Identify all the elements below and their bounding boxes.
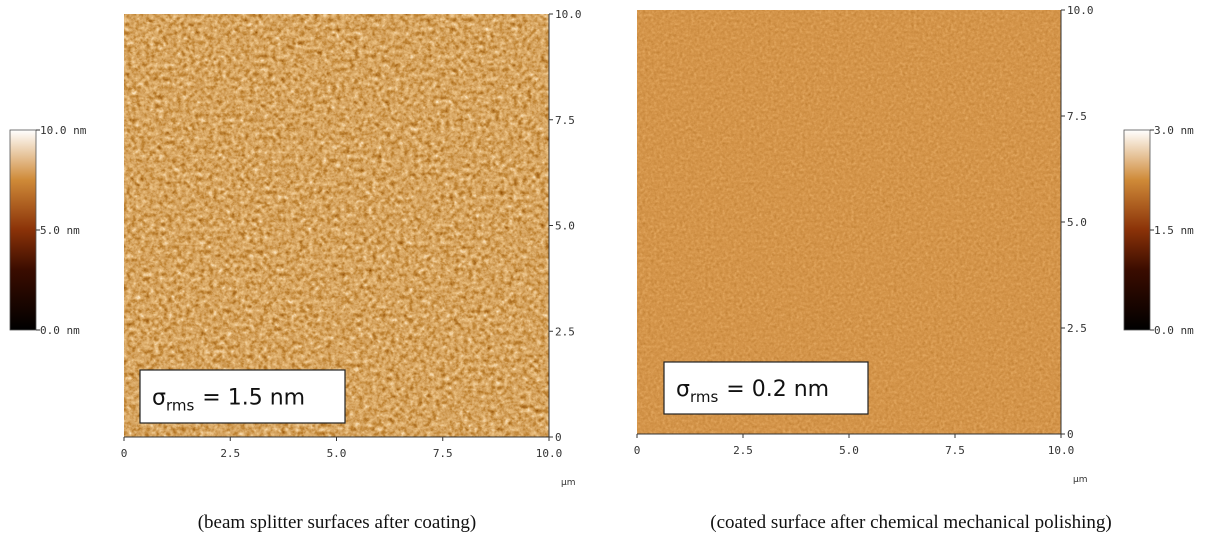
afm-image <box>124 14 549 437</box>
x-tick-label: 7.5 <box>945 444 965 457</box>
x-tick-label: 10.0 <box>536 447 563 460</box>
sigma: σ <box>152 386 166 411</box>
x-tick-label: 10.0 <box>1048 444 1075 457</box>
colorbar-label: 1.5 nm <box>1154 224 1194 237</box>
afm-panel: 3.0 nm 1.5 nm 0.0 nm 0 2.5 5.0 7.5 10.0 10.0 7.5 5… <box>634 4 1194 533</box>
y-tick-label: 5.0 <box>1067 216 1087 229</box>
annotation-text: = 0.2 nm <box>726 377 829 402</box>
y-tick-label: 2.5 <box>1067 322 1087 335</box>
axis-unit: µm <box>561 478 576 488</box>
sigma: σ <box>676 377 690 402</box>
colorbar <box>9 129 37 331</box>
x-tick-label: 0 <box>634 444 641 457</box>
subscript: rms <box>166 397 195 415</box>
colorbar-label: 5.0 nm <box>40 224 80 237</box>
annotation: σrms = 0.2 nm <box>676 377 829 406</box>
x-tick-label: 0 <box>121 447 128 460</box>
annotation-box <box>139 369 346 424</box>
y-tick-label: 10.0 <box>1067 4 1094 17</box>
y-tick-label: 5.0 <box>555 220 575 233</box>
y-tick-label: 2.5 <box>555 325 575 338</box>
annotation-box <box>663 361 869 415</box>
x-tick-label: 5.0 <box>327 447 347 460</box>
x-tick-label: 5.0 <box>839 444 859 457</box>
y-tick-label: 7.5 <box>1067 110 1087 123</box>
colorbar-label: 3.0 nm <box>1154 124 1194 137</box>
subscript: rms <box>690 388 719 406</box>
axis-unit: µm <box>1073 475 1088 485</box>
x-tick-label: 2.5 <box>220 447 240 460</box>
annotation-text: = 1.5 nm <box>202 386 305 411</box>
x-tick-label: 7.5 <box>433 447 453 460</box>
y-tick-label: 10.0 <box>555 8 582 21</box>
y-tick-label: 0 <box>555 431 562 444</box>
colorbar-label: 0.0 nm <box>40 324 80 337</box>
x-tick-label: 2.5 <box>733 444 753 457</box>
caption: (coated surface after chemical mechanica… <box>710 512 1111 533</box>
y-tick-label: 0 <box>1067 428 1074 441</box>
colorbar-label: 0.0 nm <box>1154 324 1194 337</box>
colorbar-label: 10.0 nm <box>40 124 87 137</box>
colorbar <box>1123 129 1151 331</box>
annotation: σrms = 1.5 nm <box>152 386 305 415</box>
y-tick-label: 7.5 <box>555 114 575 127</box>
afm-panel: 10.0 nm 5.0 nm 0.0 nm 0 2.5 5.0 7.5 10.0 10.0 7.5… <box>9 8 582 533</box>
caption: (beam splitter surfaces after coating) <box>198 512 477 533</box>
